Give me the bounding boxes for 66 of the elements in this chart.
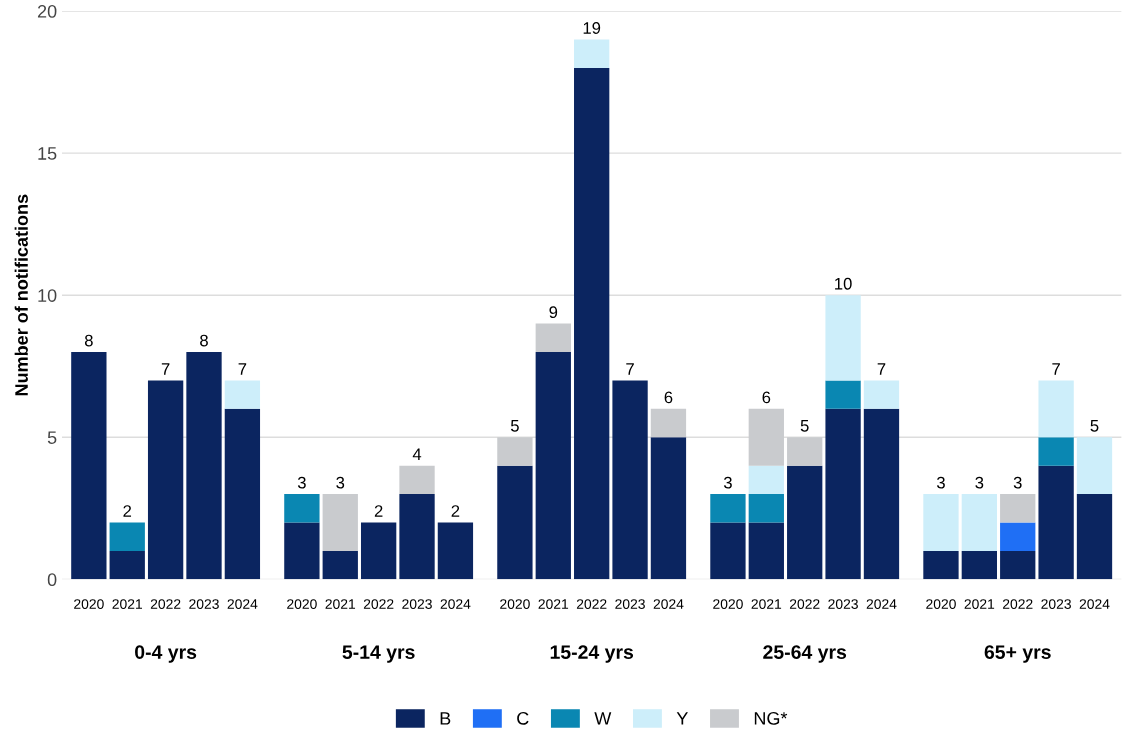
- x-tick-label: 2022: [150, 599, 181, 609]
- y-tick-label: 15: [38, 147, 57, 160]
- x-tick-label: 2021: [751, 599, 782, 609]
- x-tick-label: 2021: [112, 599, 143, 609]
- x-tick-label: 2024: [440, 599, 471, 609]
- total-label: 7: [626, 363, 634, 375]
- y-tick-label: 5: [47, 431, 57, 444]
- x-tick-label: 2021: [325, 599, 356, 609]
- y-tick-label: 20: [37, 5, 57, 18]
- y-tick-label: 0: [47, 573, 57, 587]
- text: 65+ yrs: [984, 645, 1051, 663]
- total-label: 9: [549, 306, 558, 319]
- total-label: 3: [297, 476, 306, 489]
- x-tick-label: 2020: [713, 599, 743, 609]
- y-axis-title: Number of notifications: [14, 194, 28, 396]
- total-label: 8: [84, 334, 93, 347]
- total-label: 3: [336, 476, 345, 489]
- total-label: 10: [835, 277, 852, 290]
- total-label: 8: [200, 334, 208, 347]
- total-label: 3: [975, 476, 984, 489]
- text: 0-4 yrs: [135, 645, 197, 663]
- total-label: 7: [238, 363, 247, 375]
- x-tick-label: 2023: [615, 599, 645, 609]
- legend-label: C: [517, 711, 529, 725]
- total-label: 2: [123, 505, 132, 517]
- x-tick-label: 2024: [653, 599, 684, 609]
- legend-label: NG*: [754, 711, 788, 725]
- x-tick-label: 2022: [1002, 599, 1033, 609]
- total-label: 2: [374, 505, 383, 517]
- x-tick-label: 2024: [1079, 599, 1110, 609]
- total-label: 3: [936, 476, 945, 489]
- x-tick-label: 2022: [576, 599, 607, 609]
- legend-label: B: [440, 712, 451, 725]
- text: 5-14 yrs: [342, 645, 415, 663]
- total-label: 7: [1052, 363, 1060, 375]
- x-tick-label: 2020: [74, 599, 104, 609]
- x-tick-label: 2024: [866, 599, 897, 609]
- total-label: 6: [762, 391, 771, 404]
- x-tick-label: 2021: [964, 599, 995, 609]
- x-tick-label: 2020: [287, 599, 317, 609]
- total-label: 5: [510, 420, 519, 432]
- x-tick-label: 2020: [500, 599, 530, 609]
- total-label: 19: [583, 22, 601, 34]
- total-label: 4: [412, 448, 422, 460]
- text: 15-24 yrs: [550, 645, 634, 663]
- total-label: 3: [1013, 476, 1022, 489]
- total-label: 5: [1090, 420, 1099, 432]
- y-tick-label: 10: [38, 289, 57, 302]
- x-tick-label: 2023: [1041, 599, 1071, 609]
- x-tick-label: 2022: [363, 599, 394, 609]
- total-label: 7: [877, 363, 886, 375]
- total-label: 5: [800, 420, 809, 432]
- legend-label: W: [594, 712, 612, 725]
- total-label: 3: [723, 476, 732, 489]
- x-tick-label: 2023: [189, 599, 219, 609]
- legend-label: Y: [676, 712, 688, 725]
- x-tick-label: 2023: [828, 599, 858, 609]
- x-tick-label: 2024: [227, 599, 258, 609]
- x-tick-label: 2022: [789, 599, 820, 609]
- x-tick-label: 2020: [926, 599, 956, 609]
- x-tick-label: 2021: [538, 599, 569, 609]
- total-label: 2: [451, 505, 460, 517]
- text: 25-64 yrs: [763, 645, 847, 663]
- x-tick-label: 2023: [402, 599, 432, 609]
- total-label: 6: [664, 391, 673, 404]
- total-label: 7: [161, 363, 170, 375]
